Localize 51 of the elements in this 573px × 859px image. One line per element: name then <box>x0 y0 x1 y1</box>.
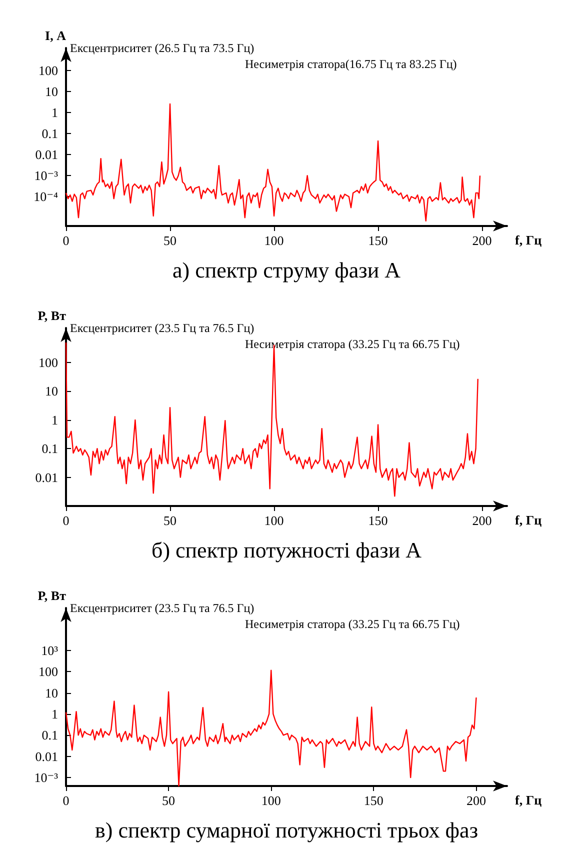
annotation: Несиметрія статора (33.25 Гц та 66.75 Гц) <box>245 617 460 631</box>
y-axis-title: I, А <box>45 28 67 43</box>
x-tick-label: 200 <box>472 233 492 248</box>
annotation: Ексцентриситет (23.5 Гц та 76.5 Гц) <box>70 321 254 335</box>
annotation: Ексцентриситет (26.5 Гц та 73.5 Гц) <box>70 41 254 55</box>
y-tick-label: 1 <box>52 412 58 428</box>
y-axis-title: P, Вт <box>38 588 67 603</box>
x-axis-title: f, Гц <box>515 512 542 528</box>
annotation: Ексцентриситет (23.5 Гц та 76.5 Гц) <box>70 601 254 615</box>
x-tick-label: 0 <box>62 513 70 528</box>
y-tick-label: 10⁻⁴ <box>34 189 58 204</box>
text: б) спектр потужності фази А <box>151 538 422 562</box>
y-tick-label: 10⁻³ <box>34 168 58 184</box>
x-tick-label: 200 <box>472 513 492 528</box>
x-tick-label: 100 <box>261 793 281 808</box>
y-tick-label: 100 <box>38 63 58 78</box>
x-tick-label: 200 <box>466 793 486 808</box>
text: а) спектр струму фази А <box>172 258 401 282</box>
y-tick-label: 0.01 <box>35 147 58 162</box>
x-axis-title: f, Гц <box>515 792 542 808</box>
x-tick-label: 100 <box>264 233 284 248</box>
y-tick-label: 0.01 <box>35 748 58 764</box>
y-tick-label: 10³ <box>41 642 58 658</box>
line-series <box>65 670 477 787</box>
x-tick-label: 50 <box>164 233 177 248</box>
y-tick-label: 0.1 <box>42 441 58 456</box>
y-tick-label: 0.1 <box>42 728 58 743</box>
y-tick-label: 1 <box>52 105 58 120</box>
y-tick-label: 100 <box>38 355 58 370</box>
x-tick-label: 0 <box>62 793 70 808</box>
x-tick-label: 150 <box>368 233 388 248</box>
y-tick-label: 0.1 <box>42 126 58 142</box>
text: в) спектр сумарної потужності трьох фаз <box>94 818 478 842</box>
x-tick-label: 50 <box>162 793 176 808</box>
x-axis-title: f, Гц <box>515 232 542 248</box>
y-tick-label: 0.01 <box>35 470 58 485</box>
y-tick-label: 10⁻³ <box>34 770 58 786</box>
x-tick-label: 100 <box>264 513 284 528</box>
annotation: Несиметрія статора(16.75 Гц та 83.25 Гц) <box>245 57 457 71</box>
y-axis-title: P, Вт <box>38 308 67 323</box>
annotation: Несиметрія статора (33.25 Гц та 66.75 Гц) <box>245 337 460 351</box>
x-tick-label: 150 <box>368 513 388 528</box>
x-tick-label: 0 <box>62 233 70 248</box>
y-tick-label: 100 <box>38 664 58 680</box>
x-tick-label: 150 <box>364 793 384 808</box>
line-series <box>65 103 481 222</box>
y-tick-label: 10 <box>45 685 58 700</box>
y-tick-label: 10 <box>45 84 58 100</box>
y-tick-label: 1 <box>52 706 58 722</box>
x-tick-label: 50 <box>164 513 177 528</box>
y-tick-label: 10 <box>45 384 58 399</box>
